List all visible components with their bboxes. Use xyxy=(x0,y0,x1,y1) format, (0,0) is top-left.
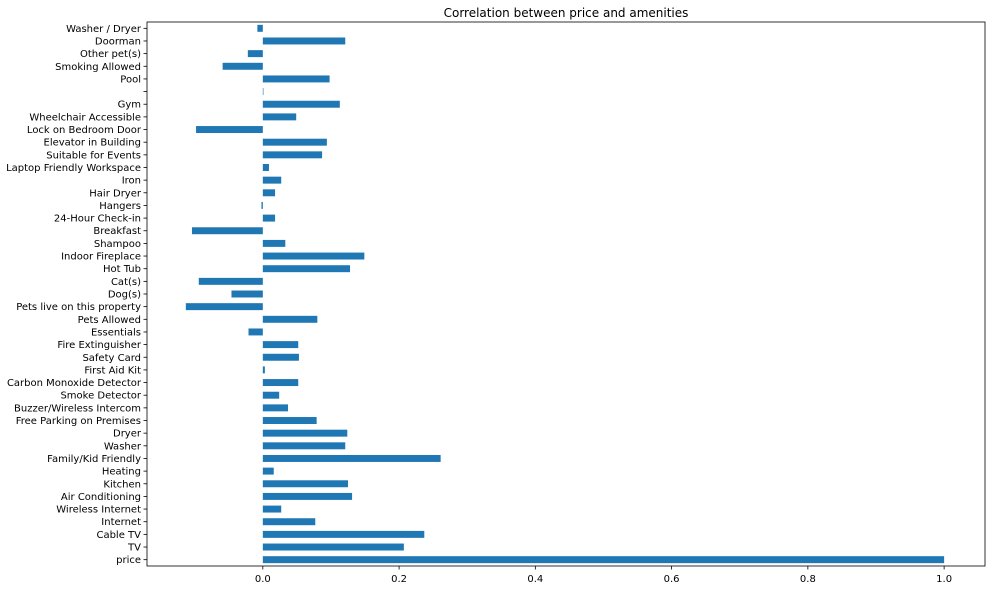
bar xyxy=(257,24,263,32)
bar xyxy=(262,543,404,551)
bar xyxy=(262,75,330,83)
y-tick-label: Washer / Dryer xyxy=(66,24,142,35)
y-tick-label: Dog(s) xyxy=(108,290,141,301)
bar xyxy=(185,303,263,311)
bar xyxy=(262,189,276,197)
y-tick-label: price xyxy=(116,555,141,566)
y-tick-label: Wireless Internet xyxy=(56,505,141,516)
bar xyxy=(198,277,263,285)
bar xyxy=(262,492,353,500)
bar xyxy=(262,404,289,412)
bar xyxy=(262,265,351,273)
bar xyxy=(262,442,346,450)
y-tick-label: Family/Kid Friendly xyxy=(47,454,141,465)
bar xyxy=(262,315,318,323)
bar xyxy=(262,88,264,96)
x-tick-label: 0.0 xyxy=(255,574,271,585)
y-tick-label: Cable TV xyxy=(96,530,141,541)
y-tick-label: Breakfast xyxy=(93,226,141,237)
y-tick-label: Lock on Bedroom Door xyxy=(27,125,142,136)
bar xyxy=(262,467,274,475)
plot-frame xyxy=(146,21,986,567)
x-tick-label: 0.6 xyxy=(664,574,680,585)
bar xyxy=(262,429,348,437)
bar xyxy=(262,341,299,349)
y-tick-label: Smoke Detector xyxy=(60,391,141,402)
y-tick-label: Pets Allowed xyxy=(78,315,141,326)
y-tick-label: Cat(s) xyxy=(111,277,141,288)
y-tick-label: Carbon Monoxide Detector xyxy=(7,378,142,389)
bar xyxy=(262,505,282,513)
y-tick-label: Buzzer/Wireless Intercom xyxy=(14,403,141,414)
bar xyxy=(262,518,316,526)
y-tick-label: Washer xyxy=(104,441,142,452)
y-tick-label: Wheelchair Accessible xyxy=(29,112,141,123)
x-axis-ticks: 0.0 0.2 0.4 0.6 0.8 1.0 xyxy=(255,566,952,585)
bar xyxy=(191,227,263,235)
y-tick-label: Heating xyxy=(102,467,141,478)
bar xyxy=(262,214,276,222)
bar xyxy=(248,328,263,336)
y-tick-label: Free Parking on Premises xyxy=(16,416,141,427)
bar xyxy=(262,366,265,374)
bar xyxy=(196,126,263,134)
chart-title: Correlation between price and amenities xyxy=(444,6,689,20)
x-tick-label: 1.0 xyxy=(936,574,952,585)
y-tick-label: Smoking Allowed xyxy=(55,62,141,73)
x-tick-label: 0.8 xyxy=(800,574,816,585)
y-tick-label: Pool xyxy=(120,74,141,85)
bar xyxy=(262,353,299,361)
y-tick-label: Internet xyxy=(101,517,141,528)
bar xyxy=(262,239,286,247)
bar xyxy=(222,62,263,70)
x-tick-label: 0.2 xyxy=(391,574,407,585)
y-tick-label: Pets live on this property xyxy=(16,302,141,313)
y-tick-label: Laptop Friendly Workspace xyxy=(6,163,141,174)
y-tick-label: Hair Dryer xyxy=(89,188,142,199)
y-tick-label: Iron xyxy=(122,176,141,187)
bar xyxy=(247,50,263,58)
bar xyxy=(262,379,299,387)
bars-group xyxy=(185,24,945,564)
bar xyxy=(262,151,323,159)
y-tick-label: Other pet(s) xyxy=(80,49,141,60)
bar xyxy=(262,164,269,171)
y-tick-label: First Aid Kit xyxy=(84,365,141,376)
y-tick-label: Doorman xyxy=(95,36,141,47)
y-tick-label: Hangers xyxy=(99,201,141,212)
bar xyxy=(262,37,346,45)
y-tick-label: 24-Hour Check-in xyxy=(54,214,141,225)
bar xyxy=(262,252,365,260)
bar xyxy=(261,201,263,209)
x-tick-label: 0.4 xyxy=(527,574,543,585)
bar xyxy=(262,138,327,146)
bar xyxy=(262,530,425,538)
y-tick-label: Hot Tub xyxy=(103,264,141,275)
y-tick-label: TV xyxy=(127,543,141,554)
bar xyxy=(262,100,340,108)
y-tick-label: Air Conditioning xyxy=(61,492,141,503)
bar xyxy=(262,176,282,184)
bar xyxy=(231,290,263,298)
y-tick-label: Dryer xyxy=(113,429,142,440)
y-tick-label: Shampoo xyxy=(94,239,141,250)
y-tick-label: Fire Extinguisher xyxy=(57,340,141,351)
bar xyxy=(262,480,348,488)
y-tick-label: Indoor Fireplace xyxy=(61,252,141,263)
bar xyxy=(262,556,945,564)
y-tick-label: Gym xyxy=(118,100,141,111)
y-tick-label: Safety Card xyxy=(82,353,141,364)
y-tick-label: Kitchen xyxy=(103,479,141,490)
y-tick-label: Essentials xyxy=(91,327,141,338)
y-tick-label: Elevator in Building xyxy=(44,138,142,149)
y-tick-label: Suitable for Events xyxy=(46,150,141,161)
bar xyxy=(262,417,317,424)
bar xyxy=(262,113,297,121)
bar xyxy=(262,454,441,462)
bar xyxy=(262,391,280,399)
